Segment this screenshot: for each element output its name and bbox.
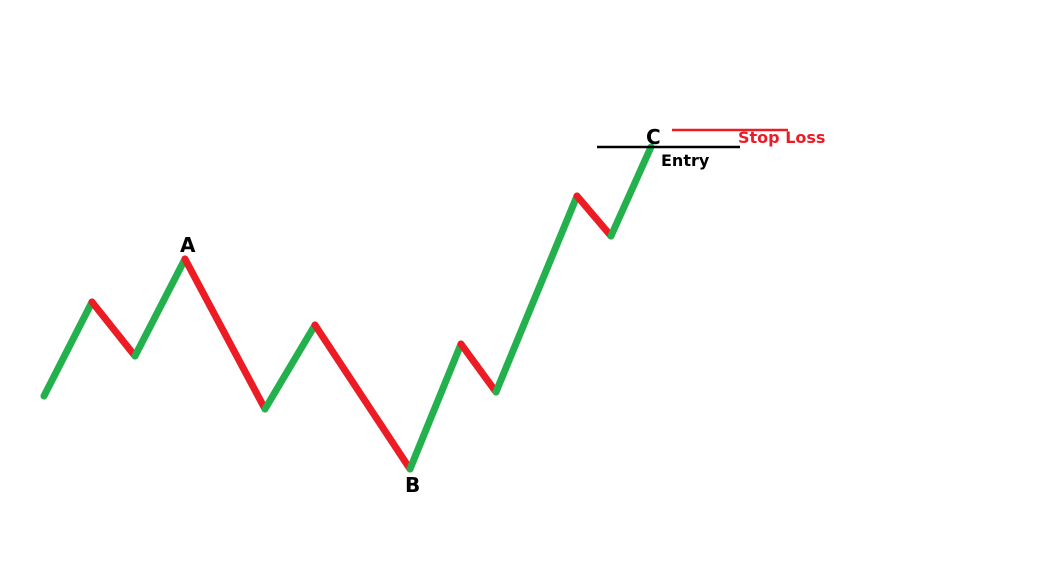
point-label-c: C [646, 125, 661, 149]
entry-label: Entry [661, 151, 710, 170]
up-leg-3 [131, 255, 189, 360]
point-label-a: A [180, 233, 196, 257]
down-leg-8 [457, 340, 500, 396]
down-leg-2 [88, 298, 139, 360]
up-leg-1 [40, 298, 96, 400]
up-leg-5 [261, 321, 319, 413]
down-leg-10 [573, 192, 615, 240]
down-leg-6 [311, 321, 414, 473]
price-path [40, 143, 655, 473]
point-label-b: B [405, 473, 420, 497]
up-leg-11 [607, 143, 655, 240]
up-leg-9 [492, 192, 581, 396]
down-leg-4 [181, 255, 269, 413]
stop-loss-label: Stop Loss [738, 128, 825, 147]
up-leg-7 [406, 340, 465, 473]
